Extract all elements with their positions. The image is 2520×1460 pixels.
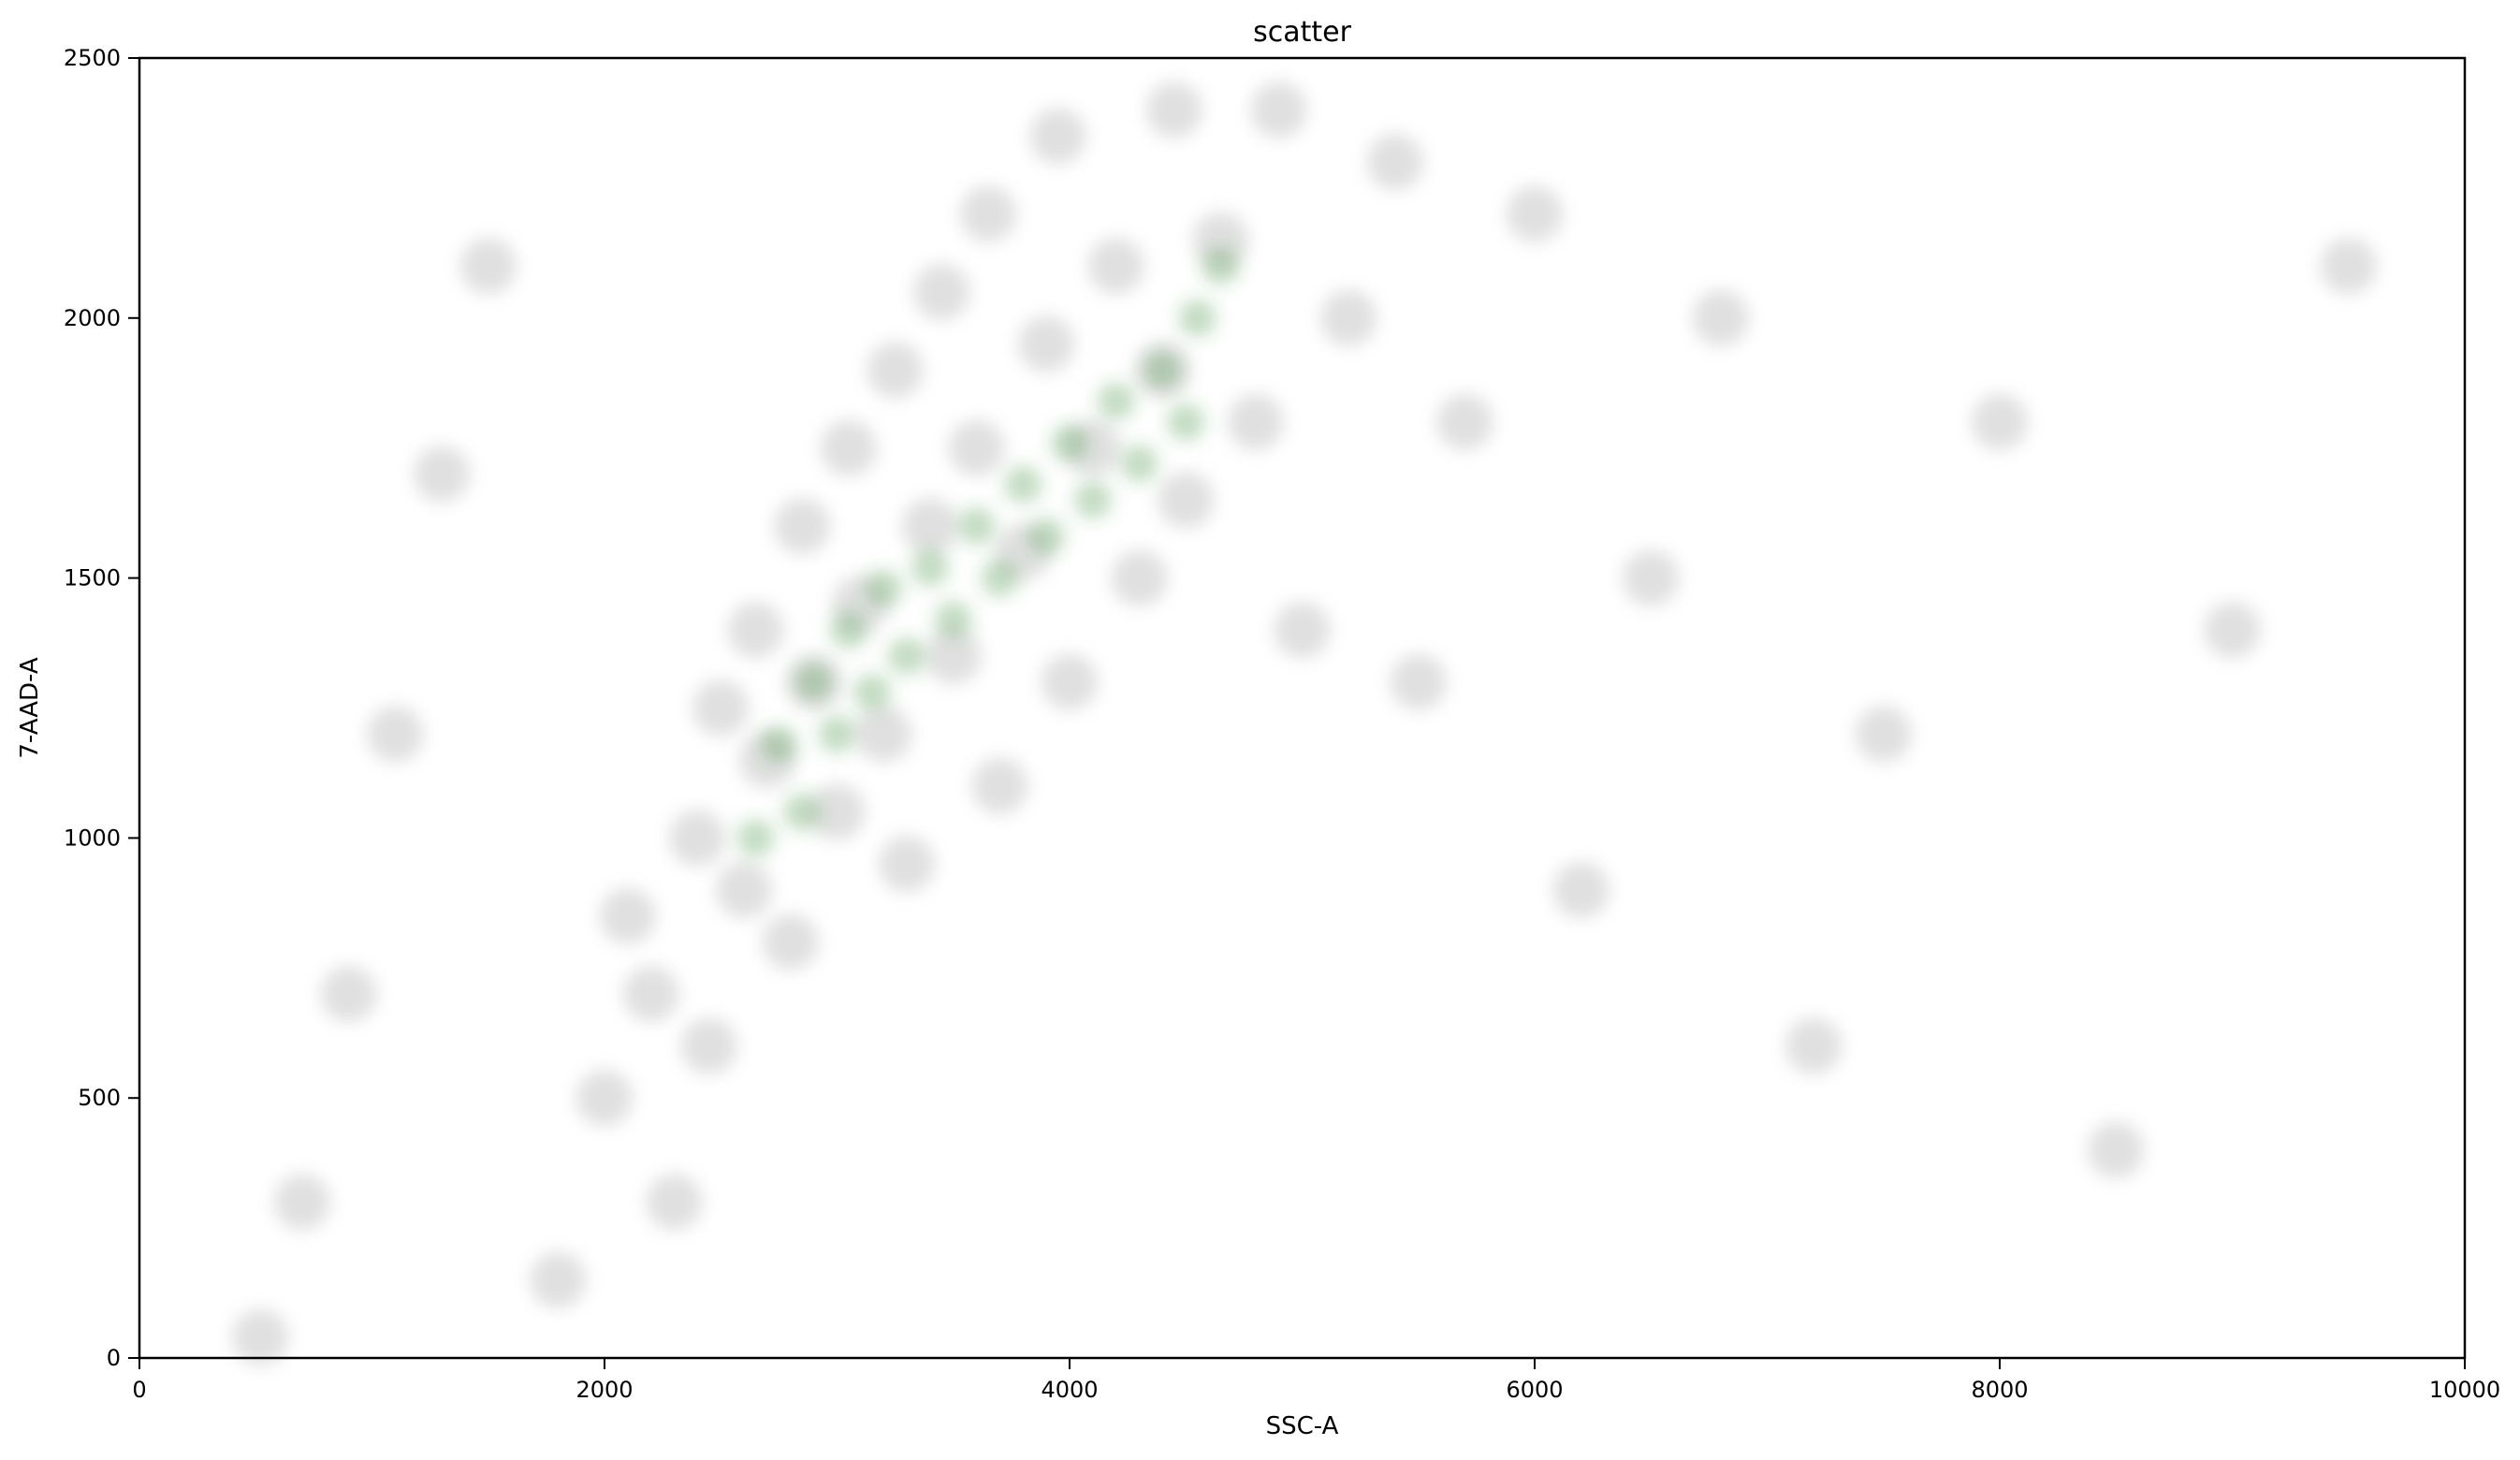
scatter-point-0-4 <box>414 445 471 503</box>
scatter-point-0-21 <box>820 419 877 476</box>
scatter-point-1-11 <box>957 507 996 546</box>
scatter-point-0-37 <box>1087 238 1144 295</box>
scatter-point-1-15 <box>1051 424 1088 462</box>
chart-title: scatter <box>1253 16 1351 49</box>
scatter-point-0-53 <box>1692 289 1749 346</box>
y-axis-label: 7-AAD-A <box>16 657 44 758</box>
scatter-point-0-35 <box>1042 653 1098 710</box>
scatter-point-1-21 <box>1178 299 1216 337</box>
scatter-point-1-13 <box>1004 465 1042 504</box>
scatter-point-0-50 <box>1507 185 1563 242</box>
scatter-point-1-20 <box>1167 402 1205 441</box>
scatter-point-1-22 <box>1202 247 1240 285</box>
scatter-point-0-58 <box>2204 602 2261 659</box>
scatter-point-0-18 <box>774 498 831 555</box>
scatter-point-1-9 <box>910 548 949 587</box>
scatter-point-1-6 <box>852 673 891 711</box>
y-tick-label-2: 1000 <box>64 825 121 851</box>
x-axis-label: SSC-A <box>1266 1412 1339 1440</box>
scatter-point-0-49 <box>1436 393 1493 450</box>
scatter-points <box>232 81 2377 1365</box>
scatter-point-0-6 <box>530 1251 587 1308</box>
scatter-point-0-52 <box>1623 549 1680 606</box>
scatter-point-1-17 <box>1097 382 1135 420</box>
scatter-point-0-14 <box>716 861 773 918</box>
scatter-point-0-5 <box>459 238 517 295</box>
scatter-point-0-48 <box>1390 653 1447 710</box>
scatter-point-1-8 <box>888 636 926 675</box>
scatter-point-1-5 <box>829 611 867 650</box>
scatter-point-0-10 <box>646 1174 703 1231</box>
scatter-point-1-2 <box>783 793 822 831</box>
scatter-point-0-12 <box>680 1017 737 1074</box>
scatter-point-0-29 <box>948 419 1005 476</box>
scatter-point-0-38 <box>1111 549 1168 606</box>
scatter-point-0-54 <box>1785 1017 1843 1074</box>
scatter-point-0-20 <box>808 783 866 840</box>
scatter-point-1-12 <box>981 559 1019 597</box>
scatter-point-0-45 <box>1274 602 1331 659</box>
y-tick-label-1: 500 <box>78 1085 121 1111</box>
scatter-point-1-14 <box>1027 518 1066 556</box>
scatter-point-0-34 <box>1029 108 1086 165</box>
y-tick-label-4: 2000 <box>64 305 121 331</box>
scatter-point-0-13 <box>692 679 750 737</box>
scatter-point-0-41 <box>1158 472 1215 529</box>
x-tick-label-1: 2000 <box>575 1377 633 1403</box>
y-tick-label-0: 0 <box>107 1345 121 1371</box>
scatter-point-1-1 <box>760 725 798 764</box>
scatter-point-0-57 <box>2088 1121 2145 1178</box>
scatter-point-0-8 <box>599 887 656 944</box>
scatter-point-0-9 <box>622 966 679 1023</box>
scatter-point-0-0 <box>232 1308 289 1365</box>
scatter-point-1-10 <box>934 601 972 639</box>
y-tick-label-3: 1500 <box>64 565 121 591</box>
scatter-point-0-44 <box>1250 81 1307 139</box>
scatter-point-0-43 <box>1227 393 1284 450</box>
scatter-point-1-7 <box>865 569 903 607</box>
x-tick-label-4: 8000 <box>1971 1377 2028 1403</box>
x-tick-label-0: 0 <box>132 1377 146 1403</box>
scatter-point-0-46 <box>1320 289 1377 346</box>
scatter-point-0-56 <box>1972 393 2028 450</box>
y-axis: 0 500 1000 1500 2000 2500 <box>64 45 139 1371</box>
x-tick-label-2: 4000 <box>1041 1377 1098 1403</box>
x-tick-label-3: 6000 <box>1506 1377 1563 1403</box>
scatter-point-0-30 <box>960 185 1017 242</box>
scatter-point-0-27 <box>913 264 970 321</box>
y-tick-label-5: 2500 <box>64 45 121 71</box>
scatter-point-1-18 <box>1120 445 1158 483</box>
scatter-point-0-23 <box>855 706 912 763</box>
scatter-point-0-28 <box>925 627 982 684</box>
scatter-point-0-15 <box>727 602 784 659</box>
scatter-point-1-3 <box>794 663 833 701</box>
scatter-point-0-31 <box>971 757 1028 814</box>
scatter-point-0-24 <box>867 342 924 399</box>
plot-frame <box>138 56 2467 1360</box>
scatter-point-0-40 <box>1145 81 1202 139</box>
scatter-point-0-55 <box>1855 706 1912 763</box>
x-tick-label-5: 10000 <box>2429 1377 2500 1403</box>
scatter-point-0-59 <box>2320 238 2377 295</box>
scatter-point-0-1 <box>273 1174 330 1231</box>
scatter-point-1-0 <box>736 819 775 857</box>
scatter-point-0-11 <box>669 810 726 867</box>
scatter-point-0-26 <box>901 498 958 555</box>
scatter-point-0-3 <box>367 706 424 763</box>
scatter-point-0-7 <box>576 1070 633 1127</box>
x-axis: 0 2000 4000 6000 8000 10000 <box>132 1358 2500 1403</box>
scatter-point-0-51 <box>1552 861 1610 918</box>
scatter-point-1-19 <box>1143 351 1182 389</box>
scatter-point-0-33 <box>1018 315 1075 372</box>
scatter-point-0-17 <box>762 913 819 971</box>
scatter-point-1-4 <box>818 715 856 753</box>
scatter-point-0-47 <box>1366 134 1423 191</box>
scatter-point-0-2 <box>320 966 377 1023</box>
scatter-point-0-25 <box>879 836 936 893</box>
scatter-point-1-16 <box>1073 481 1112 519</box>
